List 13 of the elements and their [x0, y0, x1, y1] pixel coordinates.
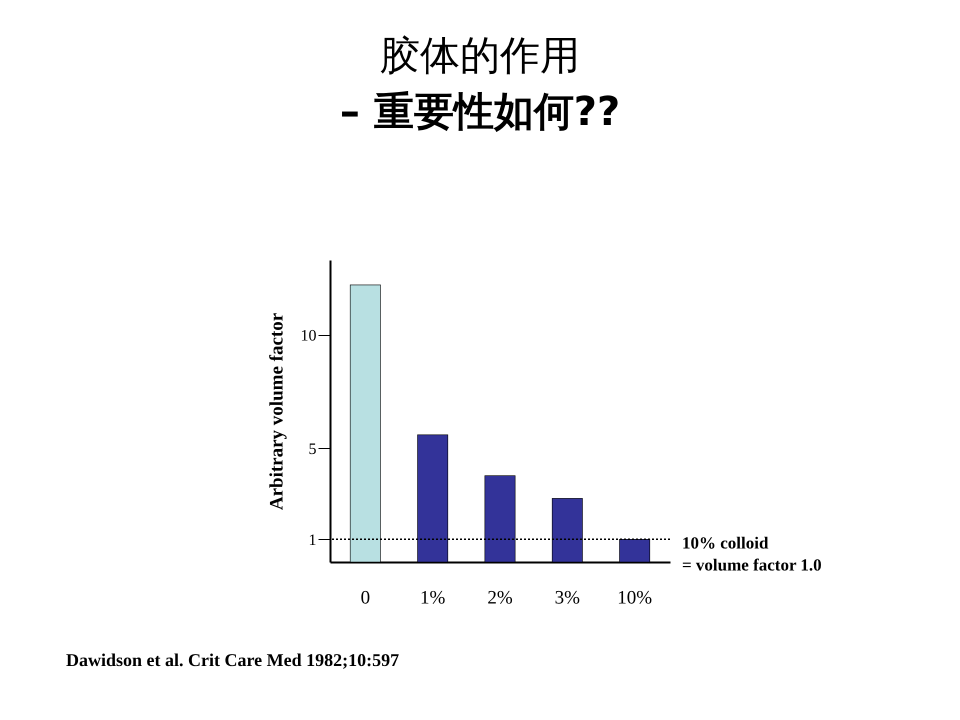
- ref-line-label: 10% colloid = volume factor 1.0: [682, 533, 822, 574]
- x-tick-label: 1%: [420, 588, 446, 608]
- x-tick-label: 3%: [554, 588, 580, 608]
- text: Dawidson et al. Crit Care Med 1982;10:597: [66, 650, 400, 671]
- x-tick-label: 10%: [617, 588, 652, 608]
- x-tick-label: 2%: [487, 588, 513, 608]
- chart-subtitle: – 重要性如何??: [338, 88, 622, 137]
- chart-title: 胶体的作用: [379, 32, 581, 81]
- y-tick-label: 10: [300, 327, 316, 344]
- y-axis-title: Arbitrary volume factor: [266, 312, 288, 510]
- y-tick-label: 5: [308, 440, 316, 458]
- x-tick-label: 0: [360, 588, 370, 608]
- y-tick-label: 1: [308, 532, 316, 549]
